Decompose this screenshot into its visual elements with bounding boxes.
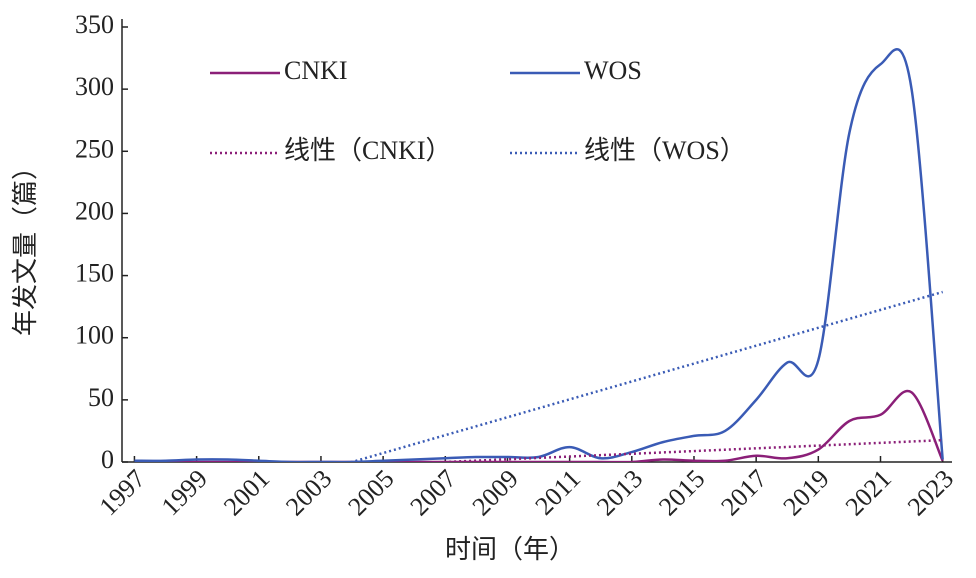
y-tick-label: 0 [101, 445, 114, 474]
x-tick-label: 2023 [902, 464, 959, 521]
legend-label: 线性（CNKI） [284, 136, 452, 165]
y-tick-label: 150 [75, 259, 114, 288]
x-tick-label: 2021 [840, 464, 897, 521]
y-tick-label: 300 [75, 72, 114, 101]
x-tick-label: 1999 [156, 464, 213, 521]
x-tick-label: 2001 [218, 464, 275, 521]
x-tick-label: 2015 [653, 464, 710, 521]
y-tick-label: 350 [75, 10, 114, 39]
legend-label: CNKI [284, 56, 348, 85]
x-tick-label: 2007 [404, 464, 461, 521]
x-tick-label: 2019 [778, 464, 835, 521]
series-line [347, 290, 944, 462]
y-axis-label: 年发文量（篇） [11, 154, 40, 336]
legend-label: WOS [584, 56, 642, 85]
y-tick-label: 100 [75, 321, 114, 350]
y-tick-label: 250 [75, 134, 114, 163]
x-tick-label: 2017 [715, 464, 772, 521]
legend-label: 线性（WOS） [584, 136, 746, 165]
plot-area [134, 47, 944, 462]
x-tick-label: 2011 [530, 464, 587, 521]
y-tick-label: 200 [75, 196, 114, 225]
series-line [134, 389, 944, 462]
y-tick-label: 50 [88, 383, 114, 412]
x-tick-label: 2005 [342, 464, 399, 521]
x-axis-label: 时间（年） [445, 535, 575, 564]
series-line [134, 47, 944, 462]
x-tick-label: 2003 [280, 464, 337, 521]
x-tick-label: 2009 [467, 464, 524, 521]
x-tick-label: 2013 [591, 464, 648, 521]
